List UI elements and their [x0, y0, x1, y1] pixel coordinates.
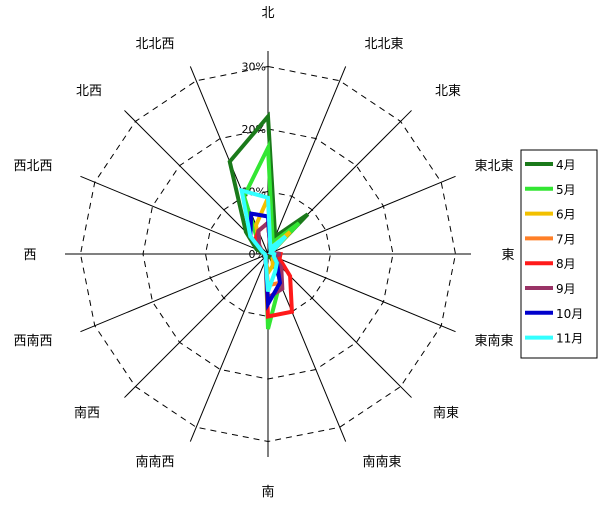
legend-label-8: 11月 [556, 332, 583, 346]
direction-label-11: 西南西 [13, 333, 52, 349]
direction-label-13: 西北西 [13, 159, 52, 174]
data-series [227, 111, 310, 330]
direction-label-3: 東北東 [474, 158, 513, 174]
direction-label-6: 南東 [433, 405, 459, 421]
direction-label-12: 西 [23, 248, 36, 263]
series-line-8 [239, 187, 288, 293]
legend: 4月 5月 6月 7月 8月 9月 10月 11月 [520, 149, 598, 359]
legend-label-1: 4月 [556, 158, 576, 172]
legend-label-7: 10月 [556, 307, 583, 321]
spoke-9 [189, 253, 269, 442]
spoke-5 [267, 253, 456, 333]
spoke-3 [267, 175, 456, 255]
direction-label-9: 南南西 [135, 454, 174, 470]
direction-label-4: 東 [501, 247, 514, 263]
direction-label-1: 北北東 [364, 36, 403, 52]
legend-label-3: 6月 [556, 208, 576, 222]
tick-label-30: 30% [242, 61, 266, 74]
direction-label-5: 東南東 [474, 333, 513, 349]
spoke-10 [124, 253, 269, 398]
direction-label-14: 北西 [76, 84, 102, 99]
spoke-1 [267, 66, 347, 255]
spoke-13 [80, 175, 269, 255]
legend-box [520, 149, 598, 359]
direction-label-7: 南南東 [362, 454, 401, 470]
direction-label-8: 南 [261, 484, 274, 500]
legend-label-5: 8月 [556, 257, 576, 271]
legend-label-2: 5月 [556, 183, 576, 197]
spoke-11 [80, 253, 269, 333]
legend-label-4: 7月 [556, 232, 576, 246]
direction-label-2: 北東 [435, 83, 461, 99]
direction-label-0: 北 [261, 6, 274, 21]
legend-label-6: 9月 [556, 282, 576, 296]
direction-label-10: 南西 [74, 405, 100, 421]
direction-label-15: 北北西 [135, 37, 174, 52]
